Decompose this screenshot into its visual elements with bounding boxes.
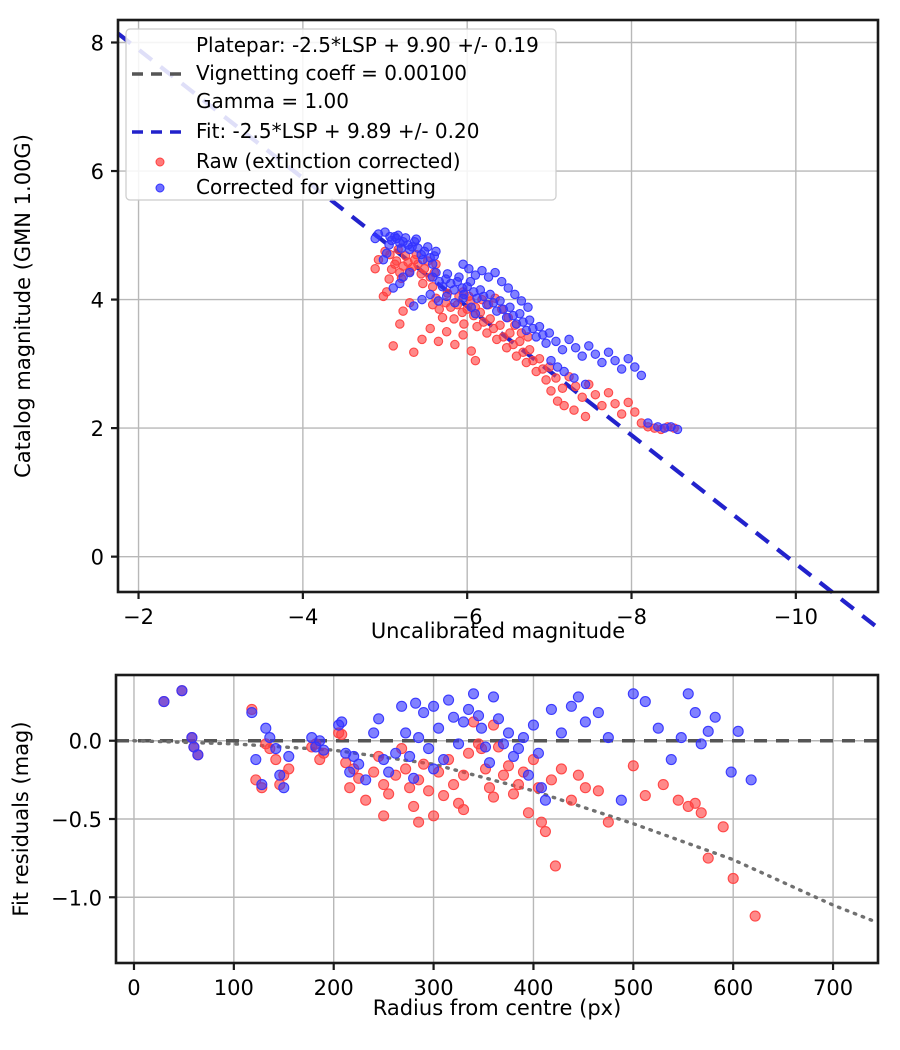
residuals-x-axis-label: Radius from centre (px): [373, 996, 622, 1020]
svg-text:6: 6: [91, 160, 104, 184]
residuals-corrected-points: [158, 685, 757, 806]
legend-label: Vignetting coeff = 0.00100: [196, 61, 467, 85]
svg-text:200: 200: [314, 976, 354, 1000]
svg-text:300: 300: [414, 976, 454, 1000]
residuals-model-lines: [116, 738, 878, 923]
legend-marker-raw: [155, 157, 165, 167]
svg-text:−2: −2: [123, 605, 154, 629]
corrected-scatter-points: [370, 227, 683, 435]
svg-text:2: 2: [91, 417, 104, 441]
svg-text:500: 500: [613, 976, 653, 1000]
svg-text:−8: −8: [616, 605, 647, 629]
legend-marker-corrected: [155, 183, 165, 193]
svg-text:600: 600: [713, 976, 753, 1000]
residuals-gridlines: [116, 675, 878, 963]
svg-text:100: 100: [214, 976, 254, 1000]
legend-entry-list: Platepar: -2.5*LSP + 9.90 +/- 0.19 Vignet…: [132, 33, 539, 199]
legend-box: [125, 28, 557, 201]
svg-text:−6: −6: [452, 605, 483, 629]
calibration-x-axis-label: Uncalibrated magnitude: [371, 619, 625, 643]
svg-text:400: 400: [513, 976, 553, 1000]
legend-label: Platepar: -2.5*LSP + 9.90 +/- 0.19: [196, 33, 539, 57]
svg-text:0: 0: [91, 546, 104, 570]
svg-text:−4: −4: [287, 605, 318, 629]
svg-text:4: 4: [91, 289, 104, 313]
svg-text:8: 8: [91, 31, 104, 55]
residuals-y-axis-label: Fit residuals (mag): [9, 721, 33, 916]
legend-label: Raw (extinction corrected): [196, 149, 461, 173]
svg-text:0.0: 0.0: [69, 730, 102, 754]
svg-text:0: 0: [127, 976, 140, 1000]
residuals-panel: 0 100 200 300 400 500 600 700 0.0 −0.5 −1.0 Radius…: [9, 673, 880, 1020]
legend: Platepar: -2.5*LSP + 9.90 +/- 0.19 Vignet…: [125, 28, 557, 201]
legend-label: Fit: -2.5*LSP + 9.89 +/- 0.20: [196, 119, 479, 143]
residuals-ticks: 0 100 200 300 400 500 600 700 0.0 −0.5 −1.0: [51, 730, 853, 1000]
calibration-axes-frame: [116, 18, 880, 594]
svg-text:−10: −10: [774, 605, 818, 629]
calibration-ticks: −2 −4 −6 −8 −10 0 2 4 6 8: [91, 31, 818, 629]
legend-label: Corrected for vignetting: [196, 175, 436, 199]
svg-text:−0.5: −0.5: [51, 808, 102, 832]
calibration-y-axis-label: Catalog magnitude (GMN 1.00G): [11, 134, 35, 478]
svg-text:−1.0: −1.0: [51, 886, 102, 910]
svg-text:700: 700: [813, 976, 853, 1000]
legend-label: Gamma = 1.00: [196, 89, 349, 113]
